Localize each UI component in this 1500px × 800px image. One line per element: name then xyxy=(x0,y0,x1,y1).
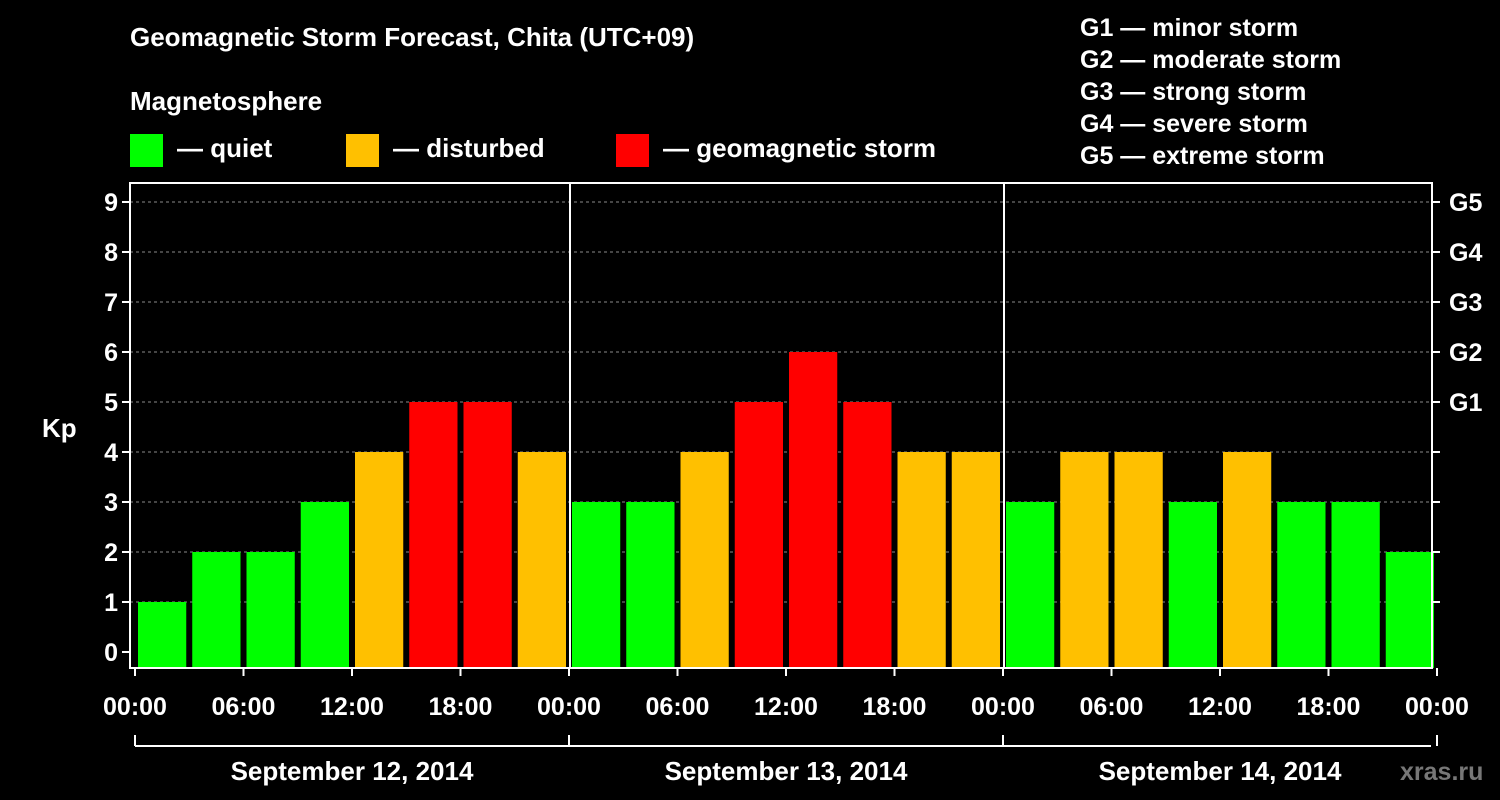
kp-bar xyxy=(680,452,729,668)
kp-bar xyxy=(843,402,892,668)
legend-swatch-quiet xyxy=(130,134,163,167)
legend-label-storm: — geomagnetic storm xyxy=(663,133,937,163)
kp-bar xyxy=(409,402,458,668)
y-tick-label: 3 xyxy=(104,489,118,517)
x-tick-label: 06:00 xyxy=(1080,693,1144,721)
g-scale-label: G3 xyxy=(1449,289,1482,317)
x-tick-label: 00:00 xyxy=(1405,693,1469,721)
kp-bar xyxy=(1114,452,1163,668)
x-tick-label: 00:00 xyxy=(971,693,1035,721)
day-label: September 14, 2014 xyxy=(1099,756,1342,786)
scale-g2: G2 — moderate storm xyxy=(1080,46,1342,74)
kp-bar xyxy=(1385,552,1434,668)
legend-label-disturbed: — disturbed xyxy=(393,133,545,163)
kp-bar xyxy=(517,452,566,668)
magnetosphere-label: Magnetosphere xyxy=(130,86,323,116)
y-tick-label: 7 xyxy=(104,289,118,317)
kp-bar xyxy=(1223,452,1272,668)
y-axis-label: Kp xyxy=(42,413,77,443)
x-tick-label: 18:00 xyxy=(1297,693,1361,721)
x-tick-label: 00:00 xyxy=(537,693,601,721)
legend-label-quiet: — quiet xyxy=(177,133,273,163)
x-tick-label: 06:00 xyxy=(212,693,276,721)
kp-bar xyxy=(246,552,295,668)
kp-bar xyxy=(192,552,241,668)
kp-bar xyxy=(626,502,675,668)
scale-g5: G5 — extreme storm xyxy=(1080,142,1325,170)
kp-bar xyxy=(1006,502,1055,668)
y-tick-label: 4 xyxy=(104,439,118,467)
chart-title: Geomagnetic Storm Forecast, Chita (UTC+0… xyxy=(130,22,695,52)
x-tick-label: 12:00 xyxy=(320,693,384,721)
kp-bar xyxy=(355,452,404,668)
x-tick-label: 12:00 xyxy=(754,693,818,721)
plot-frame xyxy=(129,182,1433,669)
y-tick-label: 9 xyxy=(104,189,118,217)
kp-bar xyxy=(572,502,621,668)
day-label: September 13, 2014 xyxy=(665,756,908,786)
kp-bar xyxy=(1168,502,1217,668)
kp-bar xyxy=(1277,502,1326,668)
kp-bar xyxy=(138,602,187,668)
g-scale-label: G5 xyxy=(1449,189,1482,217)
y-tick-label: 5 xyxy=(104,389,118,417)
scale-g3: G3 — strong storm xyxy=(1080,78,1307,106)
legend-swatch-disturbed xyxy=(346,134,379,167)
g-scale-label: G1 xyxy=(1449,389,1482,417)
kp-bar xyxy=(897,452,946,668)
kp-bar xyxy=(1060,452,1109,668)
kp-bar xyxy=(734,402,783,668)
y-tick-label: 6 xyxy=(104,339,118,367)
g-scale-label: G4 xyxy=(1449,239,1482,267)
kp-bar xyxy=(300,502,349,668)
kp-bar xyxy=(1331,502,1380,668)
x-tick-label: 12:00 xyxy=(1188,693,1252,721)
x-tick-label: 18:00 xyxy=(429,693,493,721)
scale-g4: G4 — severe storm xyxy=(1080,110,1308,138)
x-tick-label: 00:00 xyxy=(103,693,167,721)
y-tick-label: 1 xyxy=(104,589,118,617)
legend-swatch-storm xyxy=(616,134,649,167)
y-tick-label: 8 xyxy=(104,239,118,267)
g-scale-label: G2 xyxy=(1449,339,1482,367)
x-tick-label: 18:00 xyxy=(863,693,927,721)
watermark: xras.ru xyxy=(1400,758,1484,786)
kp-bar xyxy=(463,402,512,668)
x-tick-label: 06:00 xyxy=(646,693,710,721)
kp-bar xyxy=(789,352,838,668)
y-tick-label: 2 xyxy=(104,539,118,567)
y-tick-label: 0 xyxy=(104,639,118,667)
kp-bar xyxy=(951,452,1000,668)
scale-g1: G1 — minor storm xyxy=(1080,14,1299,42)
day-label: September 12, 2014 xyxy=(231,756,474,786)
